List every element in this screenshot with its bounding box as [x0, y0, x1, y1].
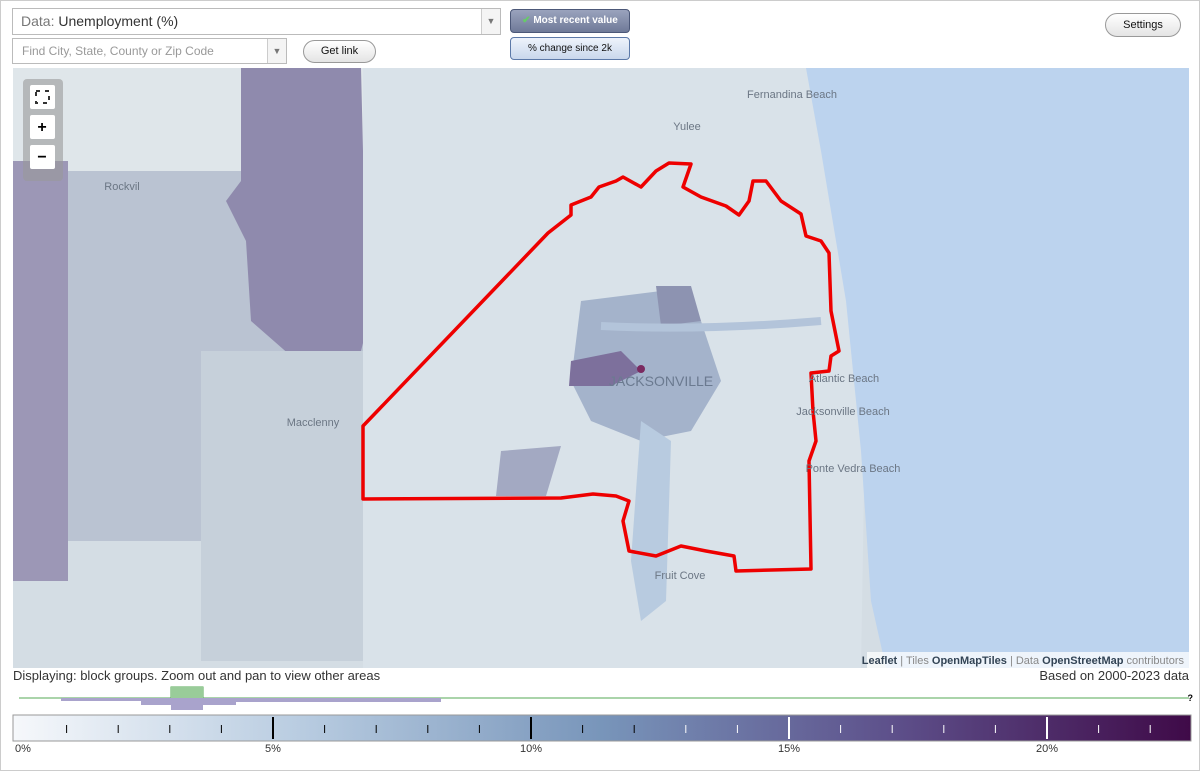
legend-label: 20%	[1036, 743, 1058, 755]
pct-change-button[interactable]: % change since 2k	[510, 37, 630, 60]
river	[631, 421, 671, 621]
most-recent-label: Most recent value	[533, 15, 618, 26]
place-label: Macclenny	[287, 417, 340, 429]
legend-label: 0%	[15, 743, 31, 755]
legend-bar	[12, 714, 1192, 742]
place-label: Ponte Vedra Beach	[806, 463, 901, 475]
attribution: Leaflet | Tiles OpenMapTiles | Data Open…	[862, 655, 1185, 667]
attr-text: contributors	[1127, 655, 1185, 667]
dropdown-arrow: ▼	[481, 9, 500, 34]
place-label: Atlantic Beach	[809, 373, 879, 385]
attr-text: | Tiles	[900, 655, 929, 667]
data-select[interactable]: Data: Unemployment (%) ▼	[12, 8, 501, 35]
place-label: Jacksonville Beach	[796, 406, 890, 418]
place-label: Fruit Cove	[655, 570, 706, 582]
search-placeholder: Find City, State, County or Zip Code	[22, 44, 214, 58]
zoom-out-button[interactable]	[30, 145, 55, 169]
histogram	[61, 698, 441, 710]
data-label: Data:	[21, 13, 55, 29]
hotspot	[637, 365, 645, 373]
zoom-in-icon: +	[37, 119, 46, 136]
most-recent-button[interactable]: ✔ Most recent value	[510, 9, 630, 33]
place-label: Fernandina Beach	[747, 89, 837, 101]
help[interactable]: ?	[1188, 693, 1194, 703]
check-icon: ✔	[522, 15, 531, 26]
settings-button[interactable]: Settings	[1105, 13, 1181, 37]
attr-link[interactable]: OpenStreetMap	[1042, 655, 1124, 667]
legend-ticks: 0% 5% 10% 15% 20%	[15, 717, 1151, 755]
region	[496, 446, 561, 496]
river	[600, 317, 822, 332]
fullscreen-button[interactable]	[30, 85, 55, 109]
status-text: Displaying: block groups. Zoom out and p…	[13, 668, 381, 683]
legend-label: 15%	[778, 743, 800, 755]
attr-leaflet[interactable]: Leaflet	[862, 655, 898, 667]
region	[201, 351, 363, 661]
place-label: JACKSONVILLE	[609, 373, 713, 389]
region	[13, 161, 68, 581]
search-box[interactable]: Find City, State, County or Zip Code ▼	[12, 38, 287, 64]
histogram-highlight	[171, 687, 203, 698]
legend-label: 5%	[265, 743, 281, 755]
zoom-out-icon: −	[37, 149, 46, 166]
map-tiles	[13, 68, 1189, 668]
place-labels: Fernandina Beach Yulee Rockvil Macclenny JAC…	[104, 89, 900, 582]
attribution-bg	[867, 652, 1189, 668]
attr-text: | Data	[1010, 655, 1040, 667]
region	[226, 68, 391, 356]
zoom-in-button[interactable]	[30, 115, 55, 139]
legend-label: 10%	[520, 743, 542, 755]
attr-link[interactable]: OpenMapTiles	[932, 655, 1007, 667]
place-label: Rockvil	[104, 181, 139, 193]
ocean	[806, 68, 1189, 668]
data-value: Unemployment (%)	[58, 13, 179, 29]
get-link-button[interactable]: Get link	[303, 40, 376, 63]
place-label: Yulee	[673, 121, 701, 133]
city-boundary	[361, 161, 841, 573]
fullscreen-icon	[35, 90, 50, 104]
data-years: Based on 2000-2023 data	[1039, 668, 1189, 683]
region	[656, 286, 701, 326]
dropdown-arrow: ▼	[267, 39, 286, 63]
region	[569, 351, 641, 386]
